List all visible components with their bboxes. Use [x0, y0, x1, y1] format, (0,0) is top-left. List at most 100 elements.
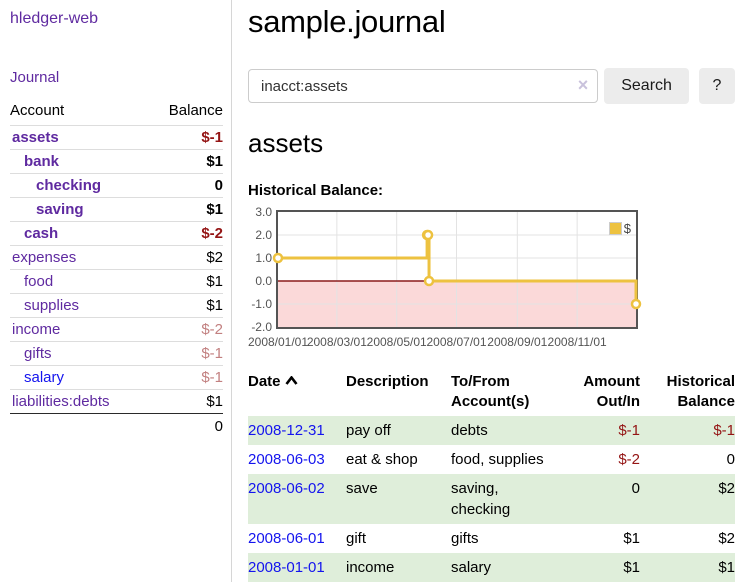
- account-row: checking 0: [10, 173, 223, 198]
- account-balance: $1: [147, 149, 223, 174]
- transaction-date-link[interactable]: 2008-01-01: [248, 559, 325, 576]
- column-header-accounts: To/From Account(s): [451, 373, 530, 410]
- page-title: sample.journal: [248, 4, 446, 39]
- transaction-balance: $1: [718, 559, 735, 576]
- main-content: sample.journal × Search ? assets Histori…: [233, 0, 742, 582]
- account-row: assets $-1: [10, 125, 223, 150]
- column-header-description: Description: [346, 373, 429, 390]
- brand-link[interactable]: hledger-web: [10, 10, 99, 27]
- chart-legend: $: [608, 221, 631, 236]
- chart-x-axis-labels: 2008/01/01 2008/03/01 2008/05/01 2008/07/01…: [247, 335, 607, 349]
- transaction-accounts: salary: [451, 559, 492, 576]
- account-link-food[interactable]: food: [24, 273, 54, 290]
- account-row: cash $-2: [10, 221, 223, 246]
- account-balance: $-2: [147, 221, 223, 246]
- chart-y-axis-labels: 3.0 2.0 1.0 0.0 -1.0 -2.0: [251, 205, 272, 334]
- account-link-expenses[interactable]: expenses: [12, 249, 77, 266]
- transaction-accounts: debts: [451, 422, 488, 439]
- accounts-total-value: 0: [147, 413, 223, 439]
- transaction-date-link[interactable]: 2008-06-02: [248, 480, 325, 497]
- transaction-balance: 0: [726, 451, 735, 468]
- transaction-description: gift: [346, 530, 367, 547]
- account-link-liabilities-debts[interactable]: liabilities:debts: [12, 393, 110, 410]
- transaction-date-link[interactable]: 2008-06-03: [248, 451, 325, 468]
- chart-section-label: Historical Balance:: [248, 182, 384, 199]
- column-header-balance: Historical Balance: [666, 373, 735, 410]
- transaction-balance: $2: [718, 530, 735, 547]
- transaction-balance: $-1: [713, 422, 735, 439]
- account-balance: $2: [147, 245, 223, 270]
- account-page-title: assets: [248, 128, 324, 158]
- transaction-accounts: saving, checking: [451, 480, 511, 518]
- account-balance: $1: [147, 197, 223, 222]
- legend-label: $: [623, 221, 631, 236]
- transaction-row: 2008-01-01 income salary $1 $1: [248, 553, 735, 582]
- accounts-header-account: Account: [10, 102, 65, 119]
- historical-balance-chart: 3.0 2.0 1.0 0.0 -1.0 -2.0 $ 2008/01/01 2008/03…: [242, 205, 735, 356]
- account-balance: $1: [147, 269, 223, 294]
- transaction-date-link[interactable]: 2008-06-01: [248, 530, 325, 547]
- account-link-gifts[interactable]: gifts: [24, 345, 52, 362]
- transaction-description: eat & shop: [346, 451, 418, 468]
- account-row: salary $-1: [10, 365, 223, 390]
- account-row: bank $1: [10, 149, 223, 174]
- accounts-total-row: 0: [10, 413, 223, 439]
- account-balance: $-1: [147, 365, 223, 390]
- transaction-amount: 0: [631, 480, 640, 497]
- account-row: liabilities:debts $1: [10, 389, 223, 414]
- sidebar: hledger-web Journal Account Balance asse…: [0, 0, 232, 582]
- account-balance: $-1: [147, 125, 223, 150]
- account-link-supplies[interactable]: supplies: [24, 297, 80, 314]
- account-row: gifts $-1: [10, 341, 223, 366]
- legend-swatch-icon: [608, 222, 622, 235]
- chart-canvas: [272, 212, 642, 327]
- column-header-amount: Amount Out/In: [583, 373, 640, 410]
- transaction-balance: $2: [718, 480, 735, 497]
- search-input[interactable]: [248, 69, 599, 103]
- transaction-description: income: [346, 559, 395, 576]
- transaction-row: 2008-06-03 eat & shop food, supplies $-2…: [248, 445, 735, 474]
- account-row: expenses $2: [10, 245, 223, 270]
- account-link-bank[interactable]: bank: [24, 153, 60, 170]
- sidebar-item-journal[interactable]: Journal: [10, 69, 60, 86]
- transaction-amount: $-1: [618, 422, 640, 439]
- account-row: saving $1: [10, 197, 223, 222]
- transactions-header-row: Date Description To/From Account(s) Amou…: [248, 370, 735, 416]
- transaction-accounts: gifts: [451, 530, 479, 547]
- transaction-row: 2008-12-31 pay off debts $-1 $-1: [248, 416, 735, 445]
- account-balance: 0: [147, 173, 223, 198]
- account-row: supplies $1: [10, 293, 223, 318]
- help-button[interactable]: ?: [698, 68, 735, 104]
- account-link-income[interactable]: income: [12, 321, 61, 338]
- account-link-checking[interactable]: checking: [36, 177, 102, 194]
- search-button[interactable]: Search: [604, 68, 689, 104]
- account-link-cash[interactable]: cash: [24, 225, 59, 242]
- chart-plot-area: $: [272, 210, 642, 329]
- account-balance: $1: [147, 293, 223, 318]
- column-header-date[interactable]: Date: [248, 370, 346, 416]
- transaction-amount: $1: [623, 530, 640, 547]
- account-row: food $1: [10, 269, 223, 294]
- transaction-amount: $-2: [618, 451, 640, 468]
- account-balance: $1: [147, 389, 223, 414]
- account-row: income $-2: [10, 317, 223, 342]
- account-link-salary[interactable]: salary: [24, 369, 65, 386]
- transaction-amount: $1: [623, 559, 640, 576]
- transaction-date-link[interactable]: 2008-12-31: [248, 422, 325, 439]
- transactions-table: Date Description To/From Account(s) Amou…: [248, 370, 735, 582]
- transaction-row: 2008-06-02 save saving, checking 0 $2: [248, 474, 735, 524]
- account-balance: $-1: [147, 341, 223, 366]
- sort-ascending-icon: [284, 375, 298, 385]
- account-link-saving[interactable]: saving: [36, 201, 84, 218]
- account-balance: $-2: [147, 317, 223, 342]
- accounts-header-balance: Balance: [168, 102, 223, 119]
- account-link-assets[interactable]: assets: [12, 129, 59, 146]
- accounts-table: Account Balance assets $-1 bank $1 check…: [10, 100, 223, 439]
- accounts-header-row: Account Balance: [10, 100, 223, 126]
- transaction-description: pay off: [346, 422, 391, 439]
- transaction-accounts: food, supplies: [451, 451, 544, 468]
- transaction-description: save: [346, 480, 378, 497]
- transaction-row: 2008-06-01 gift gifts $1 $2: [248, 524, 735, 553]
- search-bar: × Search ?: [248, 68, 735, 104]
- clear-search-icon[interactable]: ×: [577, 75, 589, 95]
